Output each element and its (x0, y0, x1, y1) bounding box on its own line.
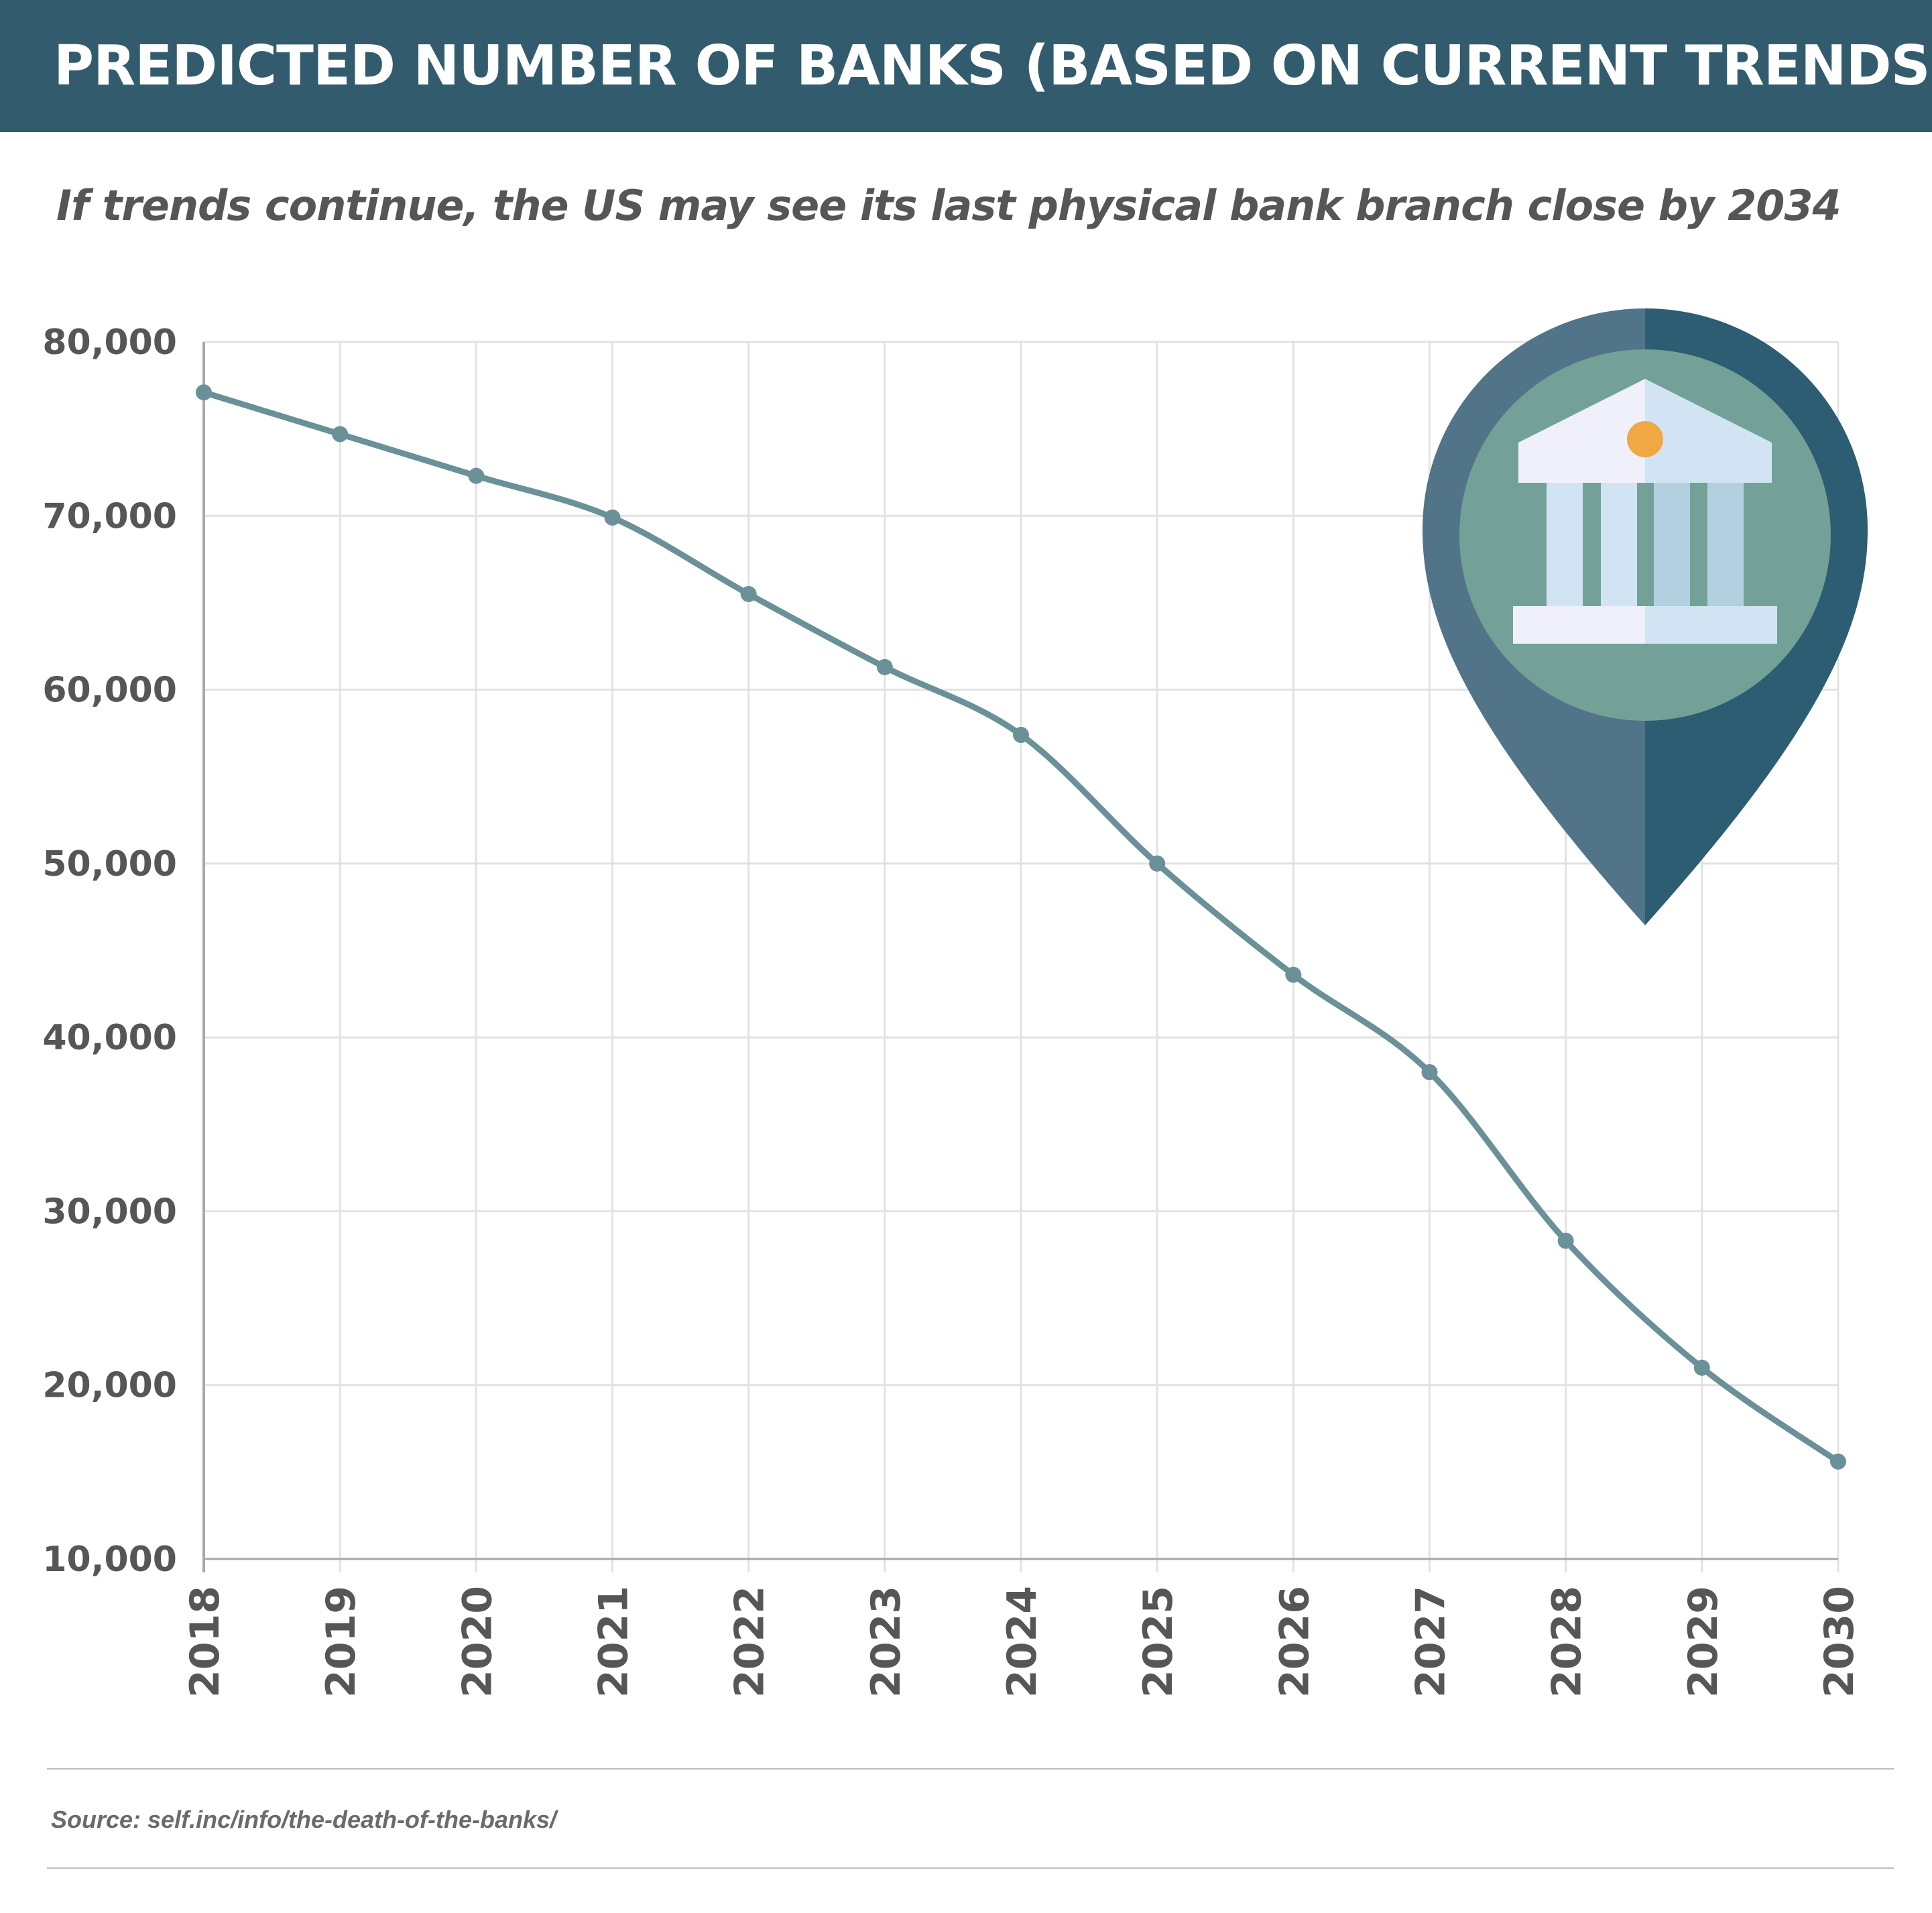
y-tick-label: 10,000 (42, 1540, 177, 1580)
map-pin-bank-icon (1423, 308, 1868, 925)
source-note: Source: self.inc/info/the-death-of-the-b… (51, 1806, 557, 1833)
bank-column-4 (1707, 483, 1744, 607)
x-tick-label: 2030 (1816, 1586, 1863, 1698)
data-point (1421, 1064, 1438, 1080)
y-tick-label: 60,000 (42, 671, 177, 711)
x-tick-label: 2026 (1271, 1586, 1318, 1698)
data-point (740, 585, 757, 602)
data-point (468, 467, 485, 484)
x-tick-label: 2018 (182, 1586, 229, 1698)
header-bar: PREDICTED NUMBER OF BANKS (BASED ON CURR… (0, 0, 1932, 132)
coin-icon (1627, 421, 1663, 457)
y-tick-label: 80,000 (42, 323, 177, 363)
x-tick-label: 2024 (999, 1586, 1046, 1698)
series-group (196, 384, 1846, 1470)
y-tick-label: 50,000 (42, 844, 177, 884)
bank-base-right (1645, 606, 1777, 644)
bank-column-3 (1654, 483, 1690, 607)
data-point (1285, 966, 1302, 983)
y-tick-label: 20,000 (42, 1366, 177, 1406)
y-tick-label: 40,000 (42, 1018, 177, 1058)
data-point (1149, 855, 1166, 872)
x-tick-label: 2019 (318, 1586, 365, 1698)
data-point (1830, 1453, 1846, 1470)
data-point (1557, 1232, 1574, 1249)
data-point (196, 384, 212, 401)
x-tick-label: 2027 (1408, 1586, 1455, 1698)
data-point (1013, 726, 1029, 743)
y-tick-label: 30,000 (42, 1192, 177, 1232)
line-chart: 10,000 20,000 30,000 40,000 50,000 60,000 70,0… (42, 308, 1868, 1698)
x-tick-label: 2023 (863, 1586, 910, 1698)
y-axis-ticks: 10,000 20,000 30,000 40,000 50,000 60,000 70,0… (42, 323, 177, 1580)
x-axis-ticks: 2018 2019 2020 2021 2022 2023 2024 2025 2026 2027… (182, 1586, 1863, 1698)
bank-base-left (1513, 606, 1645, 644)
data-point (604, 509, 621, 526)
x-tick-label: 2028 (1544, 1586, 1591, 1698)
bank-roof-left (1518, 379, 1645, 483)
bank-column-2 (1601, 483, 1637, 607)
data-point (1693, 1359, 1710, 1376)
chart-title: PREDICTED NUMBER OF BANKS (BASED ON CURR… (54, 34, 1932, 98)
divider-top (47, 1768, 1894, 1770)
data-point (876, 658, 893, 675)
x-tick-label: 2025 (1135, 1586, 1182, 1698)
x-tick-label: 2022 (727, 1586, 774, 1698)
y-tick-label: 70,000 (42, 496, 177, 536)
bank-column-1 (1547, 483, 1583, 607)
chart-subtitle: If trends continue, the US may see its l… (56, 181, 1842, 230)
x-tick-label: 2020 (454, 1586, 501, 1698)
bank-roof-right (1645, 379, 1772, 483)
divider-bottom (47, 1867, 1894, 1869)
data-point (332, 426, 349, 443)
x-tick-label: 2021 (591, 1586, 638, 1698)
axes (202, 342, 1838, 1572)
x-tick-label: 2029 (1680, 1586, 1727, 1698)
